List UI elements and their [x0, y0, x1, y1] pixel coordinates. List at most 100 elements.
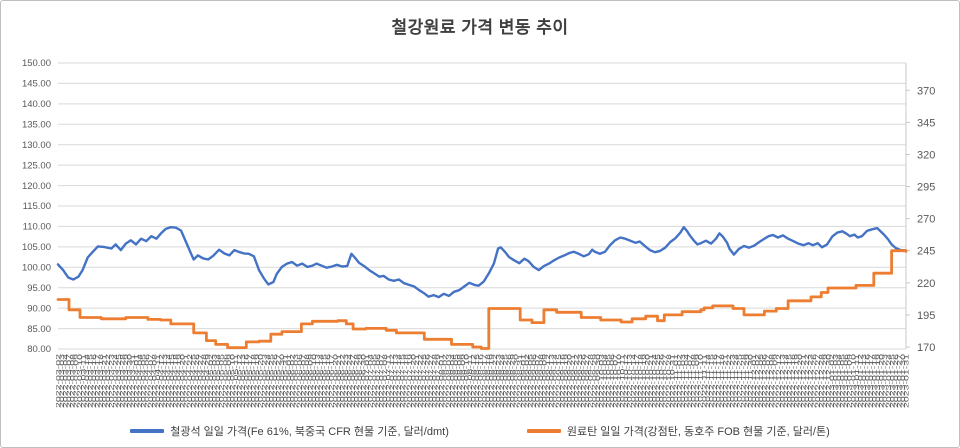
svg-text:2022-11-02: 2022-11-02	[676, 353, 683, 408]
svg-text:2022-09-07: 2022-09-07	[534, 353, 541, 408]
svg-text:2022-04-18: 2022-04-18	[173, 353, 180, 408]
svg-text:2022-05-02: 2022-05-02	[208, 353, 215, 408]
svg-text:2022-04-22: 2022-04-22	[187, 353, 194, 408]
svg-text:2022-11-18: 2022-11-18	[719, 353, 726, 408]
svg-text:2022-04-11: 2022-04-11	[155, 353, 162, 408]
svg-text:2022-10-20: 2022-10-20	[644, 353, 651, 408]
svg-text:2023-01-19: 2023-01-19	[875, 353, 882, 408]
svg-text:2022-05-03: 2022-05-03	[212, 353, 219, 408]
svg-text:2022-07-21: 2022-07-21	[414, 353, 421, 408]
svg-text:370: 370	[917, 85, 935, 97]
svg-text:2022-11-01: 2022-11-01	[673, 353, 680, 408]
svg-text:2022-06-24: 2022-06-24	[346, 353, 353, 408]
svg-text:2022-09-22: 2022-09-22	[574, 353, 581, 408]
svg-text:2022-03-03: 2022-03-03	[59, 353, 66, 408]
svg-text:2022-12-08: 2022-12-08	[769, 353, 776, 408]
svg-text:2022-11-28: 2022-11-28	[740, 353, 747, 408]
svg-text:2022-12-23: 2022-12-23	[808, 353, 815, 408]
svg-text:2022-10-10: 2022-10-10	[616, 353, 623, 408]
svg-text:2023-01-24: 2023-01-24	[886, 353, 893, 408]
svg-text:2022-06-30: 2022-06-30	[361, 353, 368, 408]
svg-text:2022-09-27: 2022-09-27	[584, 353, 591, 408]
svg-text:2022-04-06: 2022-04-06	[144, 353, 151, 408]
svg-text:2022-12-09: 2022-12-09	[772, 353, 779, 408]
svg-text:2022-10-06: 2022-10-06	[609, 353, 616, 408]
svg-text:2022-07-25: 2022-07-25	[421, 353, 428, 408]
iron-ore-line-series	[56, 226, 908, 299]
svg-text:2022-07-27: 2022-07-27	[428, 353, 435, 408]
svg-text:2022-09-26: 2022-09-26	[581, 353, 588, 408]
svg-text:2022-11-14: 2022-11-14	[705, 353, 712, 408]
svg-text:2022-04-12: 2022-04-12	[158, 353, 165, 408]
svg-text:2022-09-14: 2022-09-14	[552, 353, 559, 408]
svg-text:2022-09-08: 2022-09-08	[538, 353, 545, 408]
svg-text:2023-01-25: 2023-01-25	[889, 353, 896, 408]
svg-text:2022-07-26: 2022-07-26	[425, 353, 432, 408]
svg-text:2022-10-12: 2022-10-12	[623, 353, 630, 408]
svg-text:2022-06-13: 2022-06-13	[315, 353, 322, 408]
svg-text:2022-04-29: 2022-04-29	[205, 353, 212, 408]
x-axis-labels: 2022-03-022022-03-032022-03-042022-03-07…	[56, 353, 911, 408]
svg-text:2022-12-29: 2022-12-29	[822, 353, 829, 408]
svg-text:2023-01-31: 2023-01-31	[904, 353, 911, 408]
svg-text:2023-01-20: 2023-01-20	[879, 353, 886, 408]
svg-text:2022-09-21: 2022-09-21	[570, 353, 577, 408]
svg-text:2022-09-01: 2022-09-01	[520, 353, 527, 408]
svg-text:2022-10-13: 2022-10-13	[627, 353, 634, 408]
svg-text:2022-05-13: 2022-05-13	[240, 353, 247, 408]
svg-text:2022-09-19: 2022-09-19	[563, 353, 570, 408]
svg-text:130.00: 130.00	[22, 140, 51, 151]
svg-text:2022-07-07: 2022-07-07	[378, 353, 385, 408]
svg-text:2022-03-30: 2022-03-30	[126, 353, 133, 408]
svg-text:295: 295	[917, 182, 935, 194]
svg-text:2022-09-06: 2022-09-06	[531, 353, 538, 408]
svg-text:2022-06-09: 2022-06-09	[307, 353, 314, 408]
svg-text:2022-06-10: 2022-06-10	[311, 353, 318, 408]
svg-text:2022-06-23: 2022-06-23	[343, 353, 350, 408]
svg-text:135.00: 135.00	[22, 119, 51, 130]
svg-text:2022-03-08: 2022-03-08	[70, 353, 77, 408]
svg-text:2023-01-04: 2023-01-04	[836, 353, 843, 408]
svg-text:220: 220	[917, 278, 935, 290]
svg-text:2022-12-12: 2022-12-12	[776, 353, 783, 408]
svg-text:105.00: 105.00	[22, 242, 51, 253]
svg-text:2022-12-28: 2022-12-28	[818, 353, 825, 408]
svg-text:2022-11-25: 2022-11-25	[737, 353, 744, 408]
svg-text:2022-11-23: 2022-11-23	[730, 353, 737, 408]
svg-text:2022-12-07: 2022-12-07	[765, 353, 772, 408]
svg-text:2022-10-26: 2022-10-26	[659, 353, 666, 408]
chart-legend: 철광석 일일 가격(Fe 61%, 북중국 CFR 현물 기준, 달러/dmt)…	[1, 423, 959, 439]
svg-text:2022-08-05: 2022-08-05	[453, 353, 460, 408]
svg-text:2022-06-15: 2022-06-15	[322, 353, 329, 408]
svg-text:2022-03-07: 2022-03-07	[66, 353, 73, 408]
svg-text:2022-08-03: 2022-08-03	[446, 353, 453, 408]
svg-text:2022-11-04: 2022-11-04	[684, 353, 691, 408]
svg-text:2022-08-23: 2022-08-23	[495, 353, 502, 408]
svg-text:2022-05-24: 2022-05-24	[265, 353, 272, 408]
svg-text:195: 195	[917, 310, 935, 322]
svg-text:2022-03-22: 2022-03-22	[105, 353, 112, 408]
svg-text:2022-10-03: 2022-10-03	[598, 353, 605, 408]
legend-item-iron-ore: 철광석 일일 가격(Fe 61%, 북중국 CFR 현물 기준, 달러/dmt)	[130, 423, 449, 439]
svg-text:2022-09-28: 2022-09-28	[588, 353, 595, 408]
svg-text:2022-06-03: 2022-06-03	[293, 353, 300, 408]
svg-text:2022-05-12: 2022-05-12	[236, 353, 243, 408]
svg-text:2022-06-02: 2022-06-02	[290, 353, 297, 408]
svg-text:2022-12-30: 2022-12-30	[825, 353, 832, 408]
svg-text:2023-01-12: 2023-01-12	[857, 353, 864, 408]
svg-text:2022-03-04: 2022-03-04	[63, 353, 70, 408]
svg-text:2022-07-01: 2022-07-01	[364, 353, 371, 408]
svg-text:2022-08-30: 2022-08-30	[513, 353, 520, 408]
svg-text:2022-10-19: 2022-10-19	[641, 353, 648, 408]
svg-text:2023-01-18: 2023-01-18	[872, 353, 879, 408]
svg-text:345: 345	[917, 117, 935, 129]
svg-text:2022-03-16: 2022-03-16	[91, 353, 98, 408]
svg-text:2023-01-11: 2023-01-11	[854, 353, 861, 408]
svg-text:2022-04-01: 2022-04-01	[134, 353, 141, 408]
svg-text:2023-01-17: 2023-01-17	[868, 353, 875, 408]
svg-text:2022-11-16: 2022-11-16	[712, 353, 719, 408]
svg-text:2022-06-06: 2022-06-06	[297, 353, 304, 408]
svg-text:2022-04-14: 2022-04-14	[165, 353, 172, 408]
svg-text:2022-03-25: 2022-03-25	[116, 353, 123, 408]
